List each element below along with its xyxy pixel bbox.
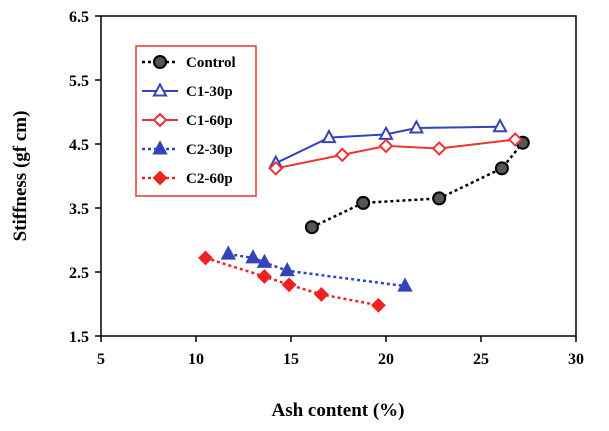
series-layer: [198, 118, 530, 313]
x-tick-label: 5: [97, 351, 105, 368]
legend-marker: [152, 82, 168, 97]
x-tick-label: 10: [188, 351, 204, 368]
data-point: [492, 118, 508, 133]
x-tick-label: 30: [568, 351, 584, 368]
data-point: [370, 297, 386, 313]
data-point: [279, 262, 295, 277]
series-c2-60p: [198, 250, 386, 313]
series-control: [304, 135, 530, 235]
legend-marker: [152, 112, 168, 128]
y-axis-title: Stiffness (gf cm): [10, 111, 31, 242]
data-point: [356, 195, 371, 210]
data-point: [313, 286, 329, 302]
data-point: [408, 119, 425, 134]
data-point: [304, 220, 319, 235]
data-point: [397, 277, 413, 292]
legend-label: C1-30p: [186, 84, 233, 100]
y-tick-label: 6.5: [69, 9, 89, 26]
y-tick-label: 4.5: [69, 137, 89, 154]
legend-label: C2-60p: [186, 171, 233, 187]
data-point: [256, 253, 273, 268]
y-tick-label: 2.5: [69, 265, 89, 282]
legend-marker: [153, 55, 167, 69]
y-tick-label: 3.5: [69, 201, 89, 218]
data-point: [268, 160, 284, 176]
legend-box: [135, 45, 257, 197]
legend: Control C1-30p C1-60p C2-30p C2-60p: [135, 45, 257, 197]
series-line: [205, 256, 379, 307]
data-point: [256, 269, 272, 284]
x-axis-title: Ash content (%): [272, 400, 405, 421]
data-point: [378, 138, 394, 154]
legend-marker: [152, 170, 168, 186]
x-tick-label: 20: [378, 351, 394, 368]
axis-ticks: 5 10 15 20 25 30 1.5 2.5 3.5 4.5 5.5 6.5: [69, 9, 584, 368]
data-point: [494, 161, 509, 176]
data-point: [431, 141, 447, 156]
legend-marker: [152, 140, 168, 155]
legend-label: Control: [186, 55, 236, 71]
data-point: [245, 249, 261, 264]
legend-label: C1-60p: [186, 113, 233, 129]
data-point: [198, 250, 213, 266]
y-tick-label: 1.5: [69, 329, 89, 346]
y-tick-label: 5.5: [69, 73, 89, 90]
data-point: [432, 191, 447, 206]
data-point: [334, 147, 350, 163]
x-tick-label: 25: [473, 351, 489, 368]
data-point: [321, 128, 337, 144]
series-c1-60p: [268, 132, 523, 176]
series-c2-30p: [220, 245, 413, 292]
x-tick-label: 15: [283, 351, 299, 368]
data-point: [281, 277, 297, 293]
data-point: [220, 245, 236, 260]
data-point: [507, 132, 523, 147]
legend-label: C2-30p: [186, 142, 233, 158]
